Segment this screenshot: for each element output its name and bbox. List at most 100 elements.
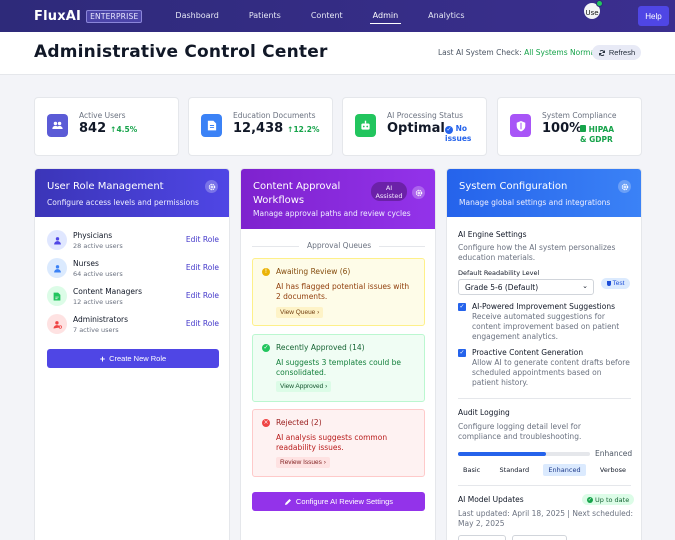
- stat-card-compliance: System Compliance 100% HIPAA & GDPR: [497, 97, 642, 156]
- role-count: 12 active users: [73, 298, 123, 306]
- badge-line-1: AI: [385, 184, 393, 192]
- audit-options: Basic Standard Enhanced Verbose: [458, 464, 631, 476]
- ai-engine-title: AI Engine Settings: [458, 230, 527, 239]
- user-role-card: User Role Management Configure access le…: [34, 168, 230, 540]
- audit-option-standard[interactable]: Standard: [499, 466, 530, 474]
- audit-option-basic[interactable]: Basic: [463, 466, 481, 474]
- nav-link-dashboard[interactable]: Dashboard: [175, 11, 219, 20]
- audit-level-value: Enhanced: [595, 449, 633, 458]
- stat-value: Optimal: [387, 121, 445, 136]
- audit-logging-title: Audit Logging: [458, 408, 510, 417]
- role-count: 64 active users: [73, 270, 123, 278]
- refresh-label: Refresh: [608, 48, 636, 57]
- review-issues-button[interactable]: Review Issues ›: [276, 457, 330, 468]
- check-circle-icon: ✓: [445, 126, 453, 134]
- stat-note: HIPAA & GDPR: [580, 125, 622, 145]
- proactive-generation-desc: Allow AI to generate content drafts befo…: [472, 358, 630, 387]
- ai-engine-desc: Configure how the AI system personalizes…: [458, 243, 616, 262]
- stat-label: AI Processing Status: [387, 111, 464, 120]
- role-item-administrators[interactable]: Administrators 7 active users Edit Role: [47, 313, 219, 339]
- role-name: Administrators: [73, 315, 129, 324]
- nav-link-content[interactable]: Content: [310, 11, 343, 20]
- check-icon: ✓: [459, 349, 465, 356]
- view-queue-button[interactable]: View Queue ›: [276, 307, 324, 318]
- stat-trend-value: 4.5%: [116, 125, 138, 134]
- gear-icon: [208, 183, 215, 190]
- card-title: Content Approval Workflows: [253, 180, 340, 208]
- stat-trend: ↑4.5%: [110, 125, 137, 134]
- refresh-icon: [598, 49, 605, 56]
- user-avatar[interactable]: Use: [584, 3, 600, 19]
- model-updates-desc: Last updated: April 18, 2025 | Next sche…: [458, 509, 634, 528]
- role-item-content-managers[interactable]: Content Managers 12 active users Edit Ro…: [47, 285, 219, 311]
- proactive-generation-checkbox[interactable]: ✓: [458, 349, 466, 357]
- readability-select[interactable]: Grade 5-6 (Default) ⌄: [458, 279, 594, 295]
- document-icon: [201, 114, 222, 137]
- view-approved-button[interactable]: View Approved ›: [276, 381, 332, 392]
- edit-role-link[interactable]: Edit Role: [185, 263, 219, 272]
- stat-note: ✓ No issues: [445, 124, 481, 144]
- audit-level-slider[interactable]: [458, 452, 590, 456]
- stat-value: 100%: [542, 121, 583, 136]
- brand-logo[interactable]: FluxAI: [34, 8, 82, 24]
- edition-badge: ENTERPRISE: [86, 9, 143, 23]
- nav-link-admin[interactable]: Admin: [358, 0, 414, 32]
- edit-role-link[interactable]: Edit Role: [185, 291, 219, 300]
- help-button[interactable]: Help: [638, 6, 669, 26]
- proactive-generation-label: Proactive Content Generation: [472, 348, 584, 357]
- check-circle-icon: ✓: [587, 496, 593, 503]
- edit-role-link[interactable]: Edit Role: [185, 319, 219, 328]
- model-action-button-2[interactable]: [512, 535, 567, 540]
- role-name: Nurses: [73, 259, 99, 268]
- approval-queues-label: Approval Queues: [299, 241, 380, 250]
- create-role-button[interactable]: + Create New Role: [47, 349, 219, 368]
- queue-text: AI has flagged potential issues with 2 d…: [276, 282, 410, 301]
- stat-card-active-users: Active Users 842 ↑4.5%: [34, 97, 179, 156]
- queue-title: Awaiting Review (6): [276, 267, 351, 276]
- role-name: Physicians: [73, 231, 113, 240]
- system-check-status: Last AI System Check: All Systems Normal: [438, 48, 597, 57]
- warning-icon: !: [262, 268, 270, 276]
- robot-icon: [355, 114, 376, 137]
- online-status-dot: [596, 0, 603, 7]
- config-settings-button[interactable]: [618, 180, 631, 193]
- role-item-nurses[interactable]: Nurses 64 active users Edit Role: [47, 257, 219, 283]
- approval-settings-button[interactable]: [412, 186, 425, 199]
- file-edit-icon: [47, 286, 67, 306]
- role-settings-button[interactable]: [205, 180, 218, 193]
- system-check-label: Last AI System Check:: [438, 48, 522, 57]
- test-button[interactable]: Test: [601, 278, 630, 289]
- configure-ai-review-button[interactable]: Configure AI Review Settings: [252, 492, 425, 511]
- stat-value: 842: [79, 121, 107, 136]
- section-divider: [458, 485, 631, 486]
- flask-icon: [606, 281, 611, 286]
- edit-role-link[interactable]: Edit Role: [185, 235, 219, 244]
- section-divider: [458, 398, 631, 399]
- create-role-label: Create New Role: [109, 354, 167, 363]
- stat-note-text: No issues: [445, 124, 472, 143]
- up-to-date-label: Up to date: [595, 495, 630, 504]
- stat-label: Active Users: [79, 111, 126, 120]
- gear-icon: [621, 183, 628, 190]
- audit-option-enhanced[interactable]: Enhanced: [543, 464, 586, 476]
- system-check-value: All Systems Normal: [524, 48, 598, 57]
- improvement-suggestions-checkbox[interactable]: ✓: [458, 303, 466, 311]
- queue-text: AI suggests 3 templates could be consoli…: [276, 358, 402, 377]
- nav-link-analytics[interactable]: Analytics: [428, 11, 465, 20]
- physician-icon: [47, 230, 67, 250]
- queue-awaiting-review: ! Awaiting Review (6) AI has flagged pot…: [252, 258, 425, 326]
- audit-option-verbose[interactable]: Verbose: [599, 466, 626, 474]
- nav-link-patients[interactable]: Patients: [248, 11, 281, 20]
- refresh-button[interactable]: Refresh: [592, 45, 641, 60]
- trend-up-icon: ↑: [110, 125, 117, 134]
- chevron-down-icon: ⌄: [582, 282, 588, 290]
- stat-label: Education Documents: [233, 111, 316, 120]
- config-card-header: System Configuration Manage global setti…: [447, 169, 641, 217]
- model-updates-title: AI Model Updates: [458, 495, 524, 504]
- model-action-button-1[interactable]: [458, 535, 506, 540]
- stat-trend-value: 12.2%: [293, 125, 320, 134]
- queue-recently-approved: ✓ Recently Approved (14) AI suggests 3 t…: [252, 334, 425, 402]
- role-item-physicians[interactable]: Physicians 28 active users Edit Role: [47, 229, 219, 255]
- card-title: System Configuration: [459, 181, 568, 192]
- user-role-card-header: User Role Management Configure access le…: [35, 169, 229, 217]
